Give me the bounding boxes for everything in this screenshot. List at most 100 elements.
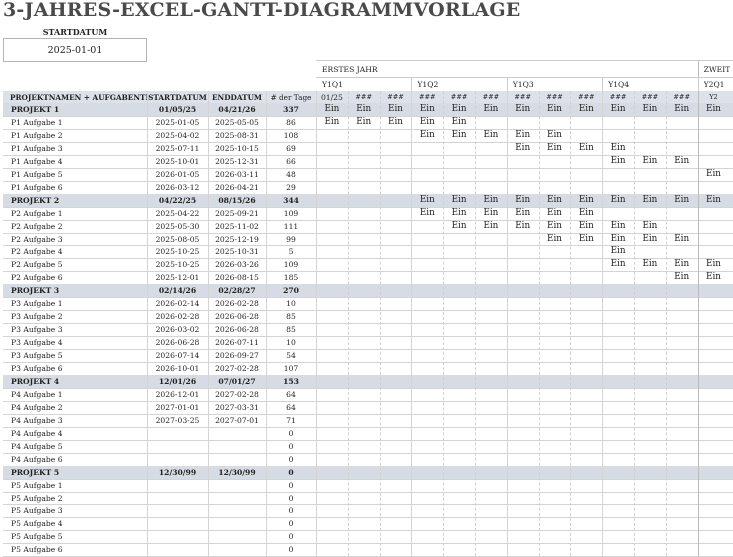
gantt-bar-cell[interactable]: Ein	[610, 104, 626, 114]
gantt-bar-cell[interactable]: Ein	[706, 272, 721, 283]
gantt-bar-cell[interactable]: Ein	[483, 207, 499, 218]
gantt-bar-cell[interactable]: Ein	[674, 104, 690, 114]
task-row-days: 86	[286, 117, 296, 127]
gantt-bar-cell[interactable]: Ein	[451, 116, 467, 127]
row-line	[3, 206, 733, 208]
gantt-bar-cell[interactable]: Ein	[642, 194, 658, 205]
gantt-bar-cell[interactable]: Ein	[547, 207, 562, 218]
task-row-start: 2025-04-02	[155, 130, 200, 140]
gantt-bar-cell[interactable]: Ein	[515, 207, 531, 218]
gantt-bar-cell[interactable]: Ein	[324, 104, 340, 114]
start-date-label: STARTDATUM	[42, 27, 108, 37]
gantt-bar-cell[interactable]: Ein	[483, 220, 499, 231]
gantt-bar-cell[interactable]: Ein	[451, 207, 467, 218]
gantt-bar-cell[interactable]: Ein	[451, 220, 467, 231]
task-row-days: 48	[286, 169, 296, 179]
gantt-bar-cell[interactable]: Ein	[610, 246, 626, 257]
gantt-column-line	[506, 91, 508, 557]
gantt-bar-cell[interactable]: Ein	[483, 194, 499, 205]
quarter-separator	[411, 77, 413, 91]
gantt-bar-cell[interactable]: Ein	[706, 168, 721, 179]
gantt-bar-cell[interactable]: Ein	[547, 104, 562, 114]
gantt-bar-cell[interactable]: Ein	[451, 129, 467, 140]
gantt-bar-cell[interactable]: Ein	[610, 155, 626, 166]
gantt-bar-cell[interactable]: Ein	[356, 104, 372, 114]
gantt-bar-cell[interactable]: Ein	[642, 155, 658, 166]
gantt-bar-cell[interactable]: Ein	[547, 220, 562, 231]
gantt-bar-cell[interactable]: Ein	[610, 233, 626, 244]
gantt-bar-cell[interactable]: Ein	[674, 233, 690, 244]
task-row-days: 0	[288, 428, 294, 438]
gantt-bar-cell[interactable]: Ein	[547, 233, 562, 244]
task-row-name: P4 Aufgabe 3	[11, 415, 63, 425]
gantt-bar-cell[interactable]: Ein	[419, 207, 435, 218]
project-row-end: 02/28/27	[218, 286, 256, 296]
start-date-input[interactable]: 2025-01-01	[3, 38, 147, 62]
task-row-name: P4 Aufgabe 5	[11, 441, 63, 451]
gantt-bar-cell[interactable]: Ein	[324, 116, 340, 127]
gantt-bar-cell[interactable]: Ein	[515, 142, 531, 153]
gantt-bar-cell[interactable]: Ein	[388, 116, 403, 127]
gantt-bar-cell[interactable]: Ein	[451, 104, 467, 114]
gantt-bar-cell[interactable]: Ein	[578, 233, 594, 244]
gantt-bar-cell[interactable]: Ein	[483, 129, 499, 140]
gantt-bar-cell[interactable]: Ein	[642, 104, 658, 114]
task-row-end: 2026-06-28	[215, 312, 259, 322]
gantt-bar-cell[interactable]: Ein	[610, 220, 626, 231]
gantt-bar-cell[interactable]: Ein	[642, 233, 658, 244]
row-line	[3, 219, 733, 221]
quarter-label: Y2Q1	[703, 80, 725, 89]
gantt-bar-cell[interactable]: Ein	[578, 104, 594, 114]
task-row-start: 2025-08-05	[155, 234, 200, 244]
gantt-bar-cell[interactable]: Ein	[388, 104, 403, 114]
gantt-bar-cell[interactable]: Ein	[515, 220, 531, 231]
gantt-bar-cell[interactable]: Ein	[515, 104, 531, 114]
gantt-column-line	[411, 91, 413, 557]
gantt-bar-cell[interactable]: Ein	[610, 259, 626, 270]
gantt-bar-cell[interactable]: Ein	[674, 155, 690, 166]
gantt-bar-cell[interactable]: Ein	[483, 104, 499, 114]
gantt-bar-cell[interactable]: Ein	[451, 194, 467, 205]
month-header: 01/25	[320, 93, 343, 102]
gantt-bar-cell[interactable]: Ein	[578, 207, 594, 218]
gantt-bar-cell[interactable]: Ein	[642, 220, 658, 231]
gantt-bar-cell[interactable]: Ein	[674, 272, 690, 283]
gantt-bar-cell[interactable]: Ein	[578, 142, 594, 153]
gantt-bar-cell[interactable]: Ein	[419, 129, 435, 140]
task-row-name: P5 Aufgabe 6	[11, 545, 63, 555]
task-row-name: P2 Aufgabe 1	[11, 208, 63, 218]
gantt-bar-cell[interactable]: Ein	[578, 194, 594, 205]
task-row-days: 54	[286, 351, 296, 361]
row-line	[3, 491, 733, 493]
task-row-name: P5 Aufgabe 3	[11, 506, 63, 516]
gantt-bar-cell[interactable]: Ein	[674, 194, 690, 205]
project-row-days: 344	[283, 195, 299, 205]
task-row-days: 85	[286, 312, 296, 322]
gantt-bar-cell[interactable]: Ein	[515, 194, 531, 205]
gantt-bar-cell[interactable]: Ein	[419, 194, 435, 205]
gantt-bar-cell[interactable]: Ein	[419, 104, 435, 114]
gantt-bar-cell[interactable]: Ein	[706, 104, 721, 114]
gantt-bar-cell[interactable]: Ein	[547, 194, 562, 205]
task-row-name: P3 Aufgabe 5	[11, 351, 63, 361]
task-row-end: 2027-02-28	[215, 389, 259, 399]
gantt-bar-cell[interactable]: Ein	[419, 116, 435, 127]
project-row-name: PROJEKT 5	[11, 467, 60, 477]
gantt-bar-cell[interactable]: Ein	[547, 142, 562, 153]
gantt-bar-cell[interactable]: Ein	[706, 194, 721, 205]
gantt-bar-cell[interactable]: Ein	[547, 129, 562, 140]
gantt-bar-cell[interactable]: Ein	[642, 259, 658, 270]
gantt-bar-cell[interactable]: Ein	[356, 116, 372, 127]
gantt-bar-cell[interactable]: Ein	[578, 220, 594, 231]
gantt-bar-cell[interactable]: Ein	[515, 129, 531, 140]
task-row-end: 2027-03-31	[215, 402, 259, 412]
gantt-column-line	[347, 91, 349, 557]
project-row-name: PROJEKT 1	[11, 105, 60, 114]
gantt-bar-cell[interactable]: Ein	[610, 142, 626, 153]
task-row-end: 2027-02-28	[215, 364, 259, 373]
gantt-bar-cell[interactable]: Ein	[610, 194, 626, 205]
task-row-name: P5 Aufgabe 4	[11, 519, 63, 529]
gantt-bar-cell[interactable]: Ein	[674, 259, 690, 270]
column-line	[266, 91, 267, 557]
gantt-bar-cell[interactable]: Ein	[706, 259, 721, 270]
